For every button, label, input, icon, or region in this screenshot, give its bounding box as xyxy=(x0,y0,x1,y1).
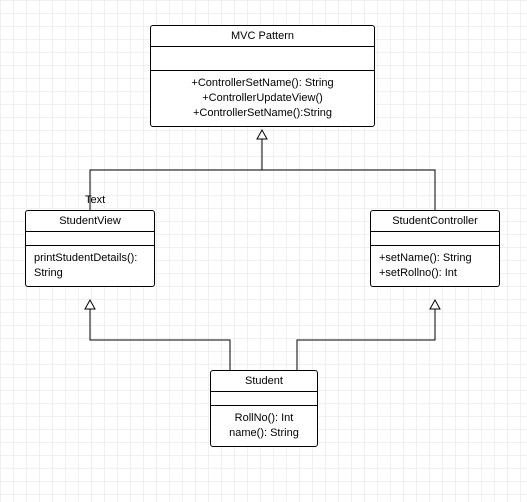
node-student: Student RollNo(): Int name(): String xyxy=(210,370,318,447)
method-line: +ControllerSetName():String xyxy=(159,106,366,121)
node-mvc-pattern: MVC Pattern +ControllerSetName(): String… xyxy=(150,25,375,127)
node-title: Student xyxy=(211,371,317,392)
node-attributes-empty xyxy=(211,392,317,406)
node-attributes-empty xyxy=(26,232,154,246)
diagram-canvas: MVC Pattern +ControllerSetName(): String… xyxy=(0,0,527,502)
edge-label-text: Text xyxy=(85,194,105,206)
node-methods: +ControllerSetName(): String +Controller… xyxy=(151,71,374,126)
node-attributes-empty xyxy=(371,232,499,246)
edge-studentcontroller-to-mvc xyxy=(262,170,435,210)
method-line: +ControllerSetName(): String xyxy=(159,76,366,91)
node-title: StudentView xyxy=(26,211,154,232)
node-title: StudentController xyxy=(371,211,499,232)
node-title: MVC Pattern xyxy=(151,26,374,47)
edge-studentview-to-mvc xyxy=(90,131,262,210)
method-line: RollNo(): Int xyxy=(219,411,309,426)
node-methods: printStudentDetails(): String xyxy=(26,246,154,286)
method-line: +setRollno(): Int xyxy=(379,266,491,281)
node-methods: +setName(): String +setRollno(): Int xyxy=(371,246,499,286)
node-methods: RollNo(): Int name(): String xyxy=(211,406,317,446)
method-line: printStudentDetails(): xyxy=(34,251,146,266)
edge-student-to-studentcontroller xyxy=(297,301,435,370)
method-line: name(): String xyxy=(219,426,309,441)
node-attributes-empty xyxy=(151,47,374,71)
method-line: +setName(): String xyxy=(379,251,491,266)
node-student-controller: StudentController +setName(): String +se… xyxy=(370,210,500,287)
method-line: String xyxy=(34,266,146,281)
node-student-view: StudentView printStudentDetails(): Strin… xyxy=(25,210,155,287)
edge-student-to-studentview xyxy=(90,301,230,370)
method-line: +ControllerUpdateView() xyxy=(159,91,366,106)
